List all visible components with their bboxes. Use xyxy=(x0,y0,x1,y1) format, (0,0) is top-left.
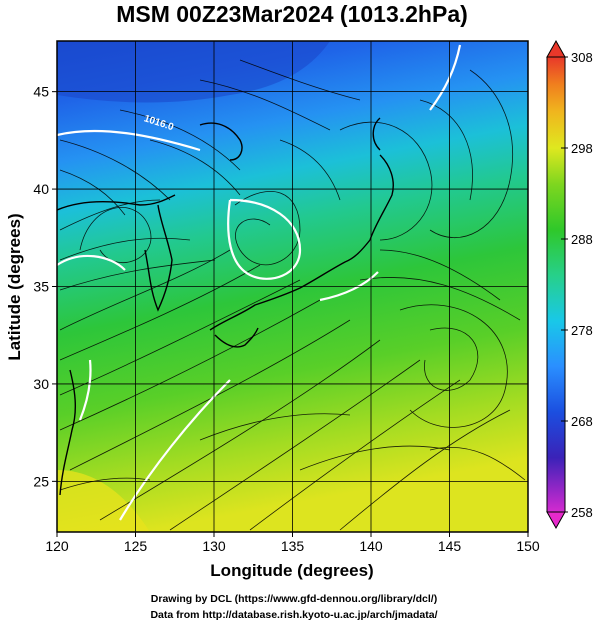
gridlines xyxy=(57,41,528,532)
credit-drawing: Drawing by DCL (https://www.gfd-dennou.o… xyxy=(151,593,437,605)
colorbar-max-arrow xyxy=(546,39,566,58)
y-tick-label: 35 xyxy=(33,279,49,295)
y-tick-label: 30 xyxy=(33,376,49,392)
x-tick-label: 130 xyxy=(202,538,226,554)
colorbar-tick-label: 308 xyxy=(571,50,593,65)
x-tick-label: 135 xyxy=(281,538,305,554)
credit-data: Data from http://database.rish.kyoto-u.a… xyxy=(150,609,437,621)
isobars xyxy=(57,44,462,521)
colorbar-tick-label: 278 xyxy=(571,323,593,338)
x-tick-label: 140 xyxy=(359,538,383,554)
colorbar-ticks: 258 268 278 288 298 308 xyxy=(561,50,593,520)
colorbar-min-arrow xyxy=(546,511,566,530)
x-tick-label: 120 xyxy=(45,538,69,554)
y-tick-label: 45 xyxy=(33,84,49,100)
colorbar-tick-label: 298 xyxy=(571,141,593,156)
x-tick-label: 150 xyxy=(516,538,540,554)
y-tick-label: 40 xyxy=(33,181,49,197)
colorbar-tick-label: 288 xyxy=(571,232,593,247)
colorbar: 258 268 278 288 298 308 xyxy=(546,39,593,530)
x-axis-ticks: 120 125 130 135 140 145 150 xyxy=(45,532,540,554)
warm-region xyxy=(57,470,150,532)
x-tick-label: 125 xyxy=(124,538,148,554)
wind-streamlines xyxy=(59,59,526,531)
x-axis-label: Longitude (degrees) xyxy=(210,561,373,580)
cold-region xyxy=(57,41,330,103)
map-title: MSM 00Z23Mar2024 (1013.2hPa) xyxy=(116,1,468,27)
x-tick-label: 145 xyxy=(438,538,462,554)
colorbar-ramp xyxy=(546,56,566,513)
y-axis-ticks: 25 30 35 40 45 xyxy=(33,84,57,489)
y-axis-label: Latitude (degrees) xyxy=(5,213,24,360)
y-tick-label: 25 xyxy=(33,473,49,489)
colorbar-tick-label: 258 xyxy=(571,505,593,520)
colorbar-tick-label: 268 xyxy=(571,414,593,429)
coastlines xyxy=(57,117,394,496)
